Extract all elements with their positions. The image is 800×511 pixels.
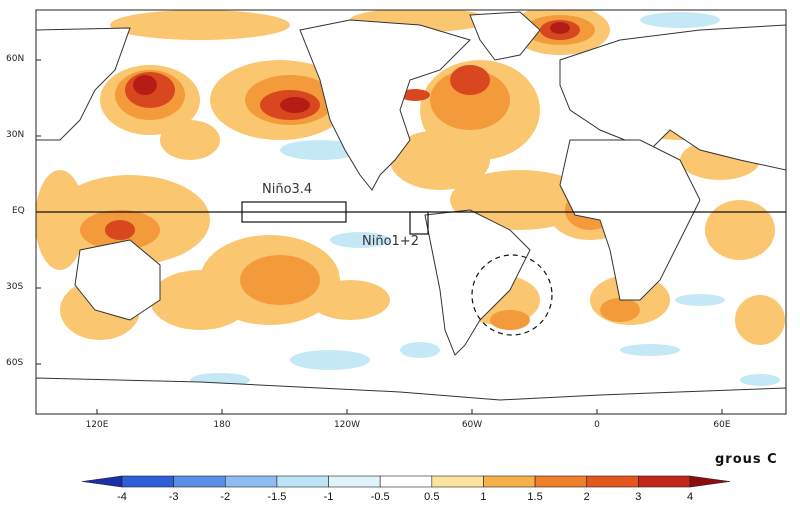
colorbar-tick-label: 1.5 — [527, 491, 543, 503]
nino34-box — [241, 201, 347, 223]
colorbar-tick-label: -1 — [323, 491, 334, 503]
colorbar-tick-label: -4 — [117, 491, 127, 503]
colorbar-segment — [379, 475, 433, 488]
lon-label-120w: 120W — [333, 420, 361, 430]
highlight-circle — [471, 254, 553, 336]
colorbar-segment — [638, 475, 691, 488]
nino34-label: Niño3.4 — [262, 182, 313, 197]
colorbar-segment — [224, 475, 278, 488]
colorbar-tick-label: 1 — [480, 491, 487, 503]
lat-label-eq: EQ — [12, 206, 25, 216]
colorbar-tick-label: 4 — [686, 491, 694, 503]
colorbar-segment — [276, 475, 329, 488]
colorbar — [81, 475, 731, 488]
nino12-box — [409, 211, 429, 235]
lon-label-60w: 60W — [461, 420, 483, 430]
colorbar-tick-label: 2 — [583, 491, 590, 503]
colorbar-tick-label: -0.5 — [370, 491, 390, 503]
colorbar-segment — [121, 475, 174, 488]
colorbar-tick-label: -1.5 — [267, 491, 287, 503]
lat-ticks — [36, 59, 41, 365]
nino12-label: Niño1+2 — [362, 234, 419, 249]
lat-label-60n: 60N — [6, 54, 25, 64]
lat-label-30n: 30N — [6, 130, 25, 140]
colorbar-segment — [173, 475, 226, 488]
lon-label-180: 180 — [213, 420, 231, 430]
lon-label-60e: 60E — [713, 420, 731, 430]
colorbar-tick-label: 0.5 — [424, 491, 440, 503]
lat-label-30s: 30S — [6, 282, 24, 292]
colorbar-segment — [328, 475, 381, 488]
lon-ticks — [96, 409, 723, 414]
lon-label-120e: 120E — [85, 420, 109, 430]
colorbar-segment — [483, 475, 536, 488]
colorbar-segment — [586, 475, 639, 488]
colorbar-tick-label: -3 — [168, 491, 179, 503]
coastlines — [36, 11, 786, 414]
colorbar-arrow-high — [689, 475, 731, 488]
units-label: grous C — [715, 452, 778, 467]
colorbar-tick-label: -2 — [220, 491, 231, 503]
colorbar-segment — [534, 475, 588, 488]
lon-label-0: 0 — [594, 420, 600, 430]
colorbar-segment — [431, 475, 484, 488]
colorbar-tick-label: 3 — [635, 491, 642, 503]
lat-label-60s: 60S — [6, 358, 24, 368]
colorbar-arrow-low — [81, 475, 123, 488]
